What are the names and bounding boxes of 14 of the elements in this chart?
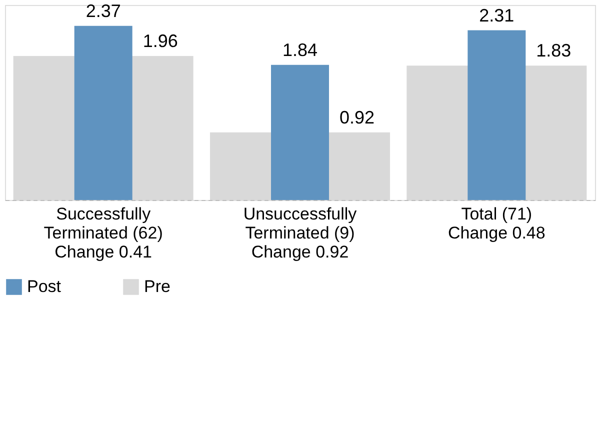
legend-label: Post [27,277,62,296]
data-label: 2.31 [479,5,514,26]
bar [271,64,329,200]
bar [74,26,132,200]
data-label: 0.92 [339,107,375,128]
x-tick-label: Successfully Terminated (62) Change 0.41 [44,204,163,262]
data-label: 1.84 [282,40,318,60]
data-label: 2.37 [86,0,121,21]
data-label: 1.96 [142,31,178,52]
x-tick-label: Unsuccessfully Terminated (9) Change 0.92 [243,204,358,262]
data-label: 1.83 [536,40,572,61]
legend-label: Pre [144,277,170,296]
x-tick-label: Total (71) Change 0.48 [448,204,546,242]
bar [468,30,526,200]
